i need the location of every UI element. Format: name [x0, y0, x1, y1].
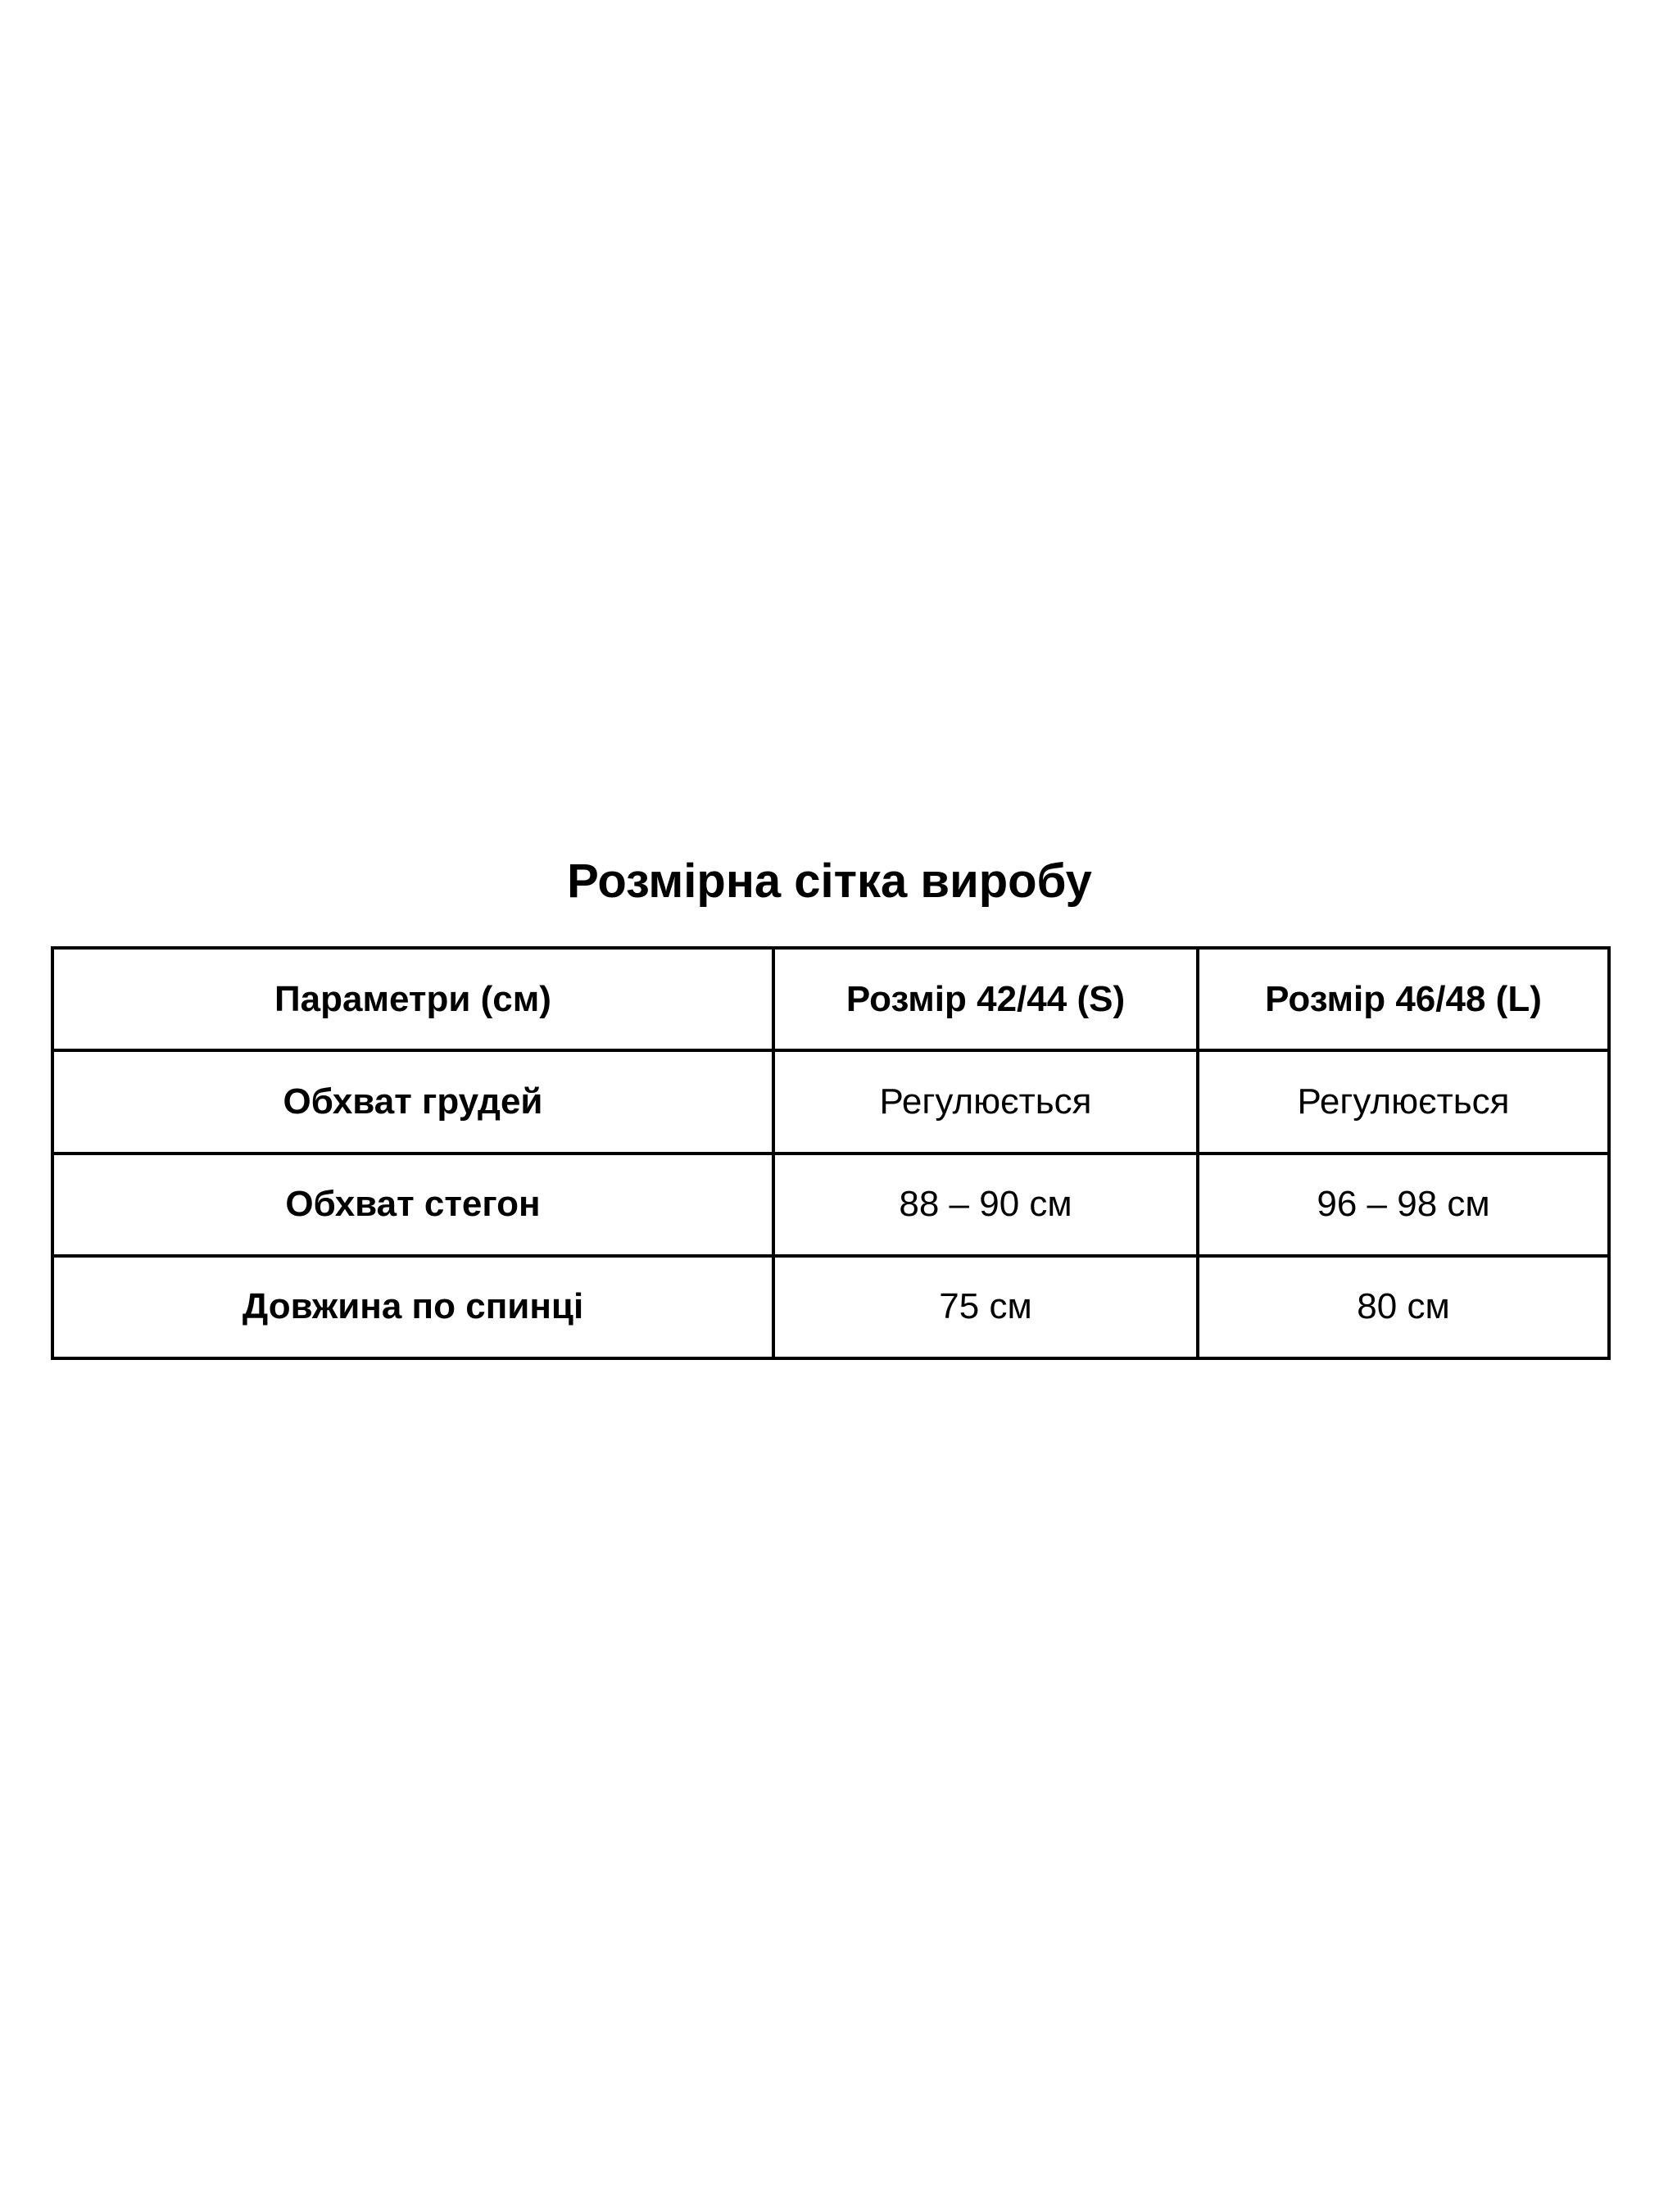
page-title: Розмірна сітка виробу [567, 854, 1092, 908]
table-cell: 88 – 90 см [772, 1151, 1199, 1258]
size-chart-table: Параметри (см) Розмір 42/44 (S) Розмір 4… [51, 945, 1611, 1361]
table-cell: Регулюється [1196, 1049, 1611, 1155]
row-label: Обхват грудей [51, 1049, 775, 1155]
table-cell: 96 – 98 см [1196, 1151, 1611, 1258]
table-cell: 75 см [772, 1253, 1199, 1361]
header-cell: Розмір 46/48 (L) [1196, 945, 1611, 1053]
table-cell: Регулюється [772, 1049, 1199, 1155]
table-row: Довжина по спинці 75 см 80 см [51, 1253, 1611, 1361]
table-row: Обхват стегон 88 – 90 см 96 – 98 см [51, 1151, 1611, 1258]
table-cell: 80 см [1196, 1253, 1611, 1361]
table-row: Обхват грудей Регулюється Регулюється [51, 1049, 1611, 1155]
row-label: Довжина по спинці [51, 1253, 775, 1361]
row-label: Обхват стегон [51, 1151, 775, 1258]
table-header-row: Параметри (см) Розмір 42/44 (S) Розмір 4… [51, 945, 1611, 1053]
header-cell: Розмір 42/44 (S) [772, 945, 1199, 1053]
header-cell: Параметри (см) [51, 945, 775, 1053]
